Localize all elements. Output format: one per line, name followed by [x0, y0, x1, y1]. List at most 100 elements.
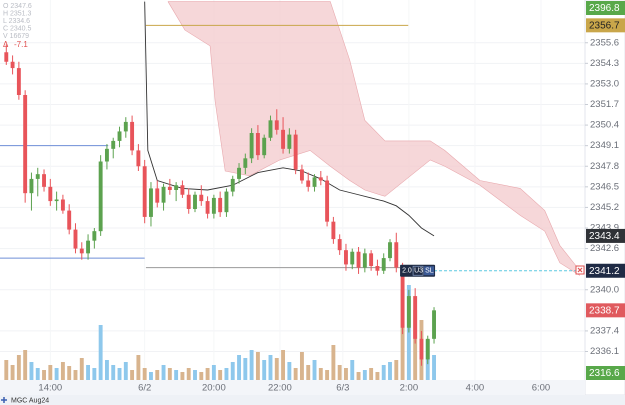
volume-bar [381, 365, 386, 380]
volume-bar [142, 368, 147, 380]
volume-bar [344, 368, 348, 380]
ma-label: 2343.4 [589, 231, 620, 242]
cloud [167, 1, 580, 276]
candle-body [4, 52, 9, 62]
volume-bar [318, 368, 323, 380]
x-tick-label: 6/2 [138, 383, 151, 394]
change-value: -7.1 [14, 40, 28, 49]
candle-body [67, 210, 72, 230]
volume-bar [149, 372, 153, 380]
candle-body [142, 166, 147, 217]
candle-body [381, 258, 386, 271]
crosshair-icon[interactable] [1, 397, 7, 403]
y-tick-label: 2347.8 [590, 161, 619, 172]
candle-body [312, 177, 317, 187]
candle-body [23, 95, 28, 194]
volume-bar [117, 368, 122, 380]
change-symbol: Δ [3, 40, 9, 49]
candle-body [306, 180, 311, 187]
candle-body [318, 177, 323, 181]
candle-body [325, 180, 330, 222]
candle-body [199, 194, 204, 202]
candle-body [388, 242, 392, 259]
volume-bar [205, 368, 210, 380]
x-tick-label: 6:00 [532, 383, 551, 394]
volume-bar [211, 365, 216, 380]
cancel-icon [577, 267, 583, 273]
candle-body [337, 239, 342, 251]
volume-bar [111, 365, 116, 380]
volume-bar [400, 290, 405, 380]
candle-body [161, 186, 166, 203]
candle-body [287, 134, 292, 149]
y-tick-label: 2349.1 [590, 140, 619, 151]
volume-bar [136, 355, 141, 380]
offscale-label: 2316.6 [589, 368, 620, 379]
candle-body [344, 250, 348, 265]
volume-bar [199, 372, 204, 380]
volume-bar [16, 355, 21, 380]
y-tick-label: 2340.0 [590, 284, 619, 295]
candle-body [299, 169, 304, 181]
symbol-label: MGC Aug24 [11, 397, 49, 404]
order-tag-box [412, 265, 424, 276]
candle-body [249, 133, 254, 159]
candle-body [98, 161, 103, 232]
candle-body [174, 185, 179, 190]
candle-body [205, 201, 210, 214]
last-price-label-bg [586, 303, 625, 318]
volume-bar [155, 370, 160, 380]
candle-body [111, 140, 116, 149]
candle-body [86, 240, 91, 254]
y-tick-label: 2336.1 [590, 346, 619, 357]
axes: 2355.6 2354.3 2353.0 2351.7 2350.4 2349.1 2347… [38, 1, 625, 394]
volume-bar [350, 360, 355, 380]
volume-bar [306, 365, 311, 380]
volume-bar [79, 358, 84, 380]
plot [0, 0, 585, 380]
candle-body [230, 178, 235, 192]
volume-bar [243, 358, 248, 380]
volume-bar [186, 368, 191, 380]
volume-bar [98, 325, 103, 380]
candle-body [79, 248, 84, 254]
volume-bar [123, 362, 128, 380]
volume-bar [413, 310, 418, 380]
volume-bar [86, 365, 91, 380]
level-label-bg [586, 263, 625, 278]
candle-body [54, 199, 59, 202]
volume-bar [54, 368, 59, 380]
offscale-label-bg [586, 1, 625, 15]
candle-body [274, 120, 279, 130]
volume-bar [218, 370, 223, 380]
legend-item: L 2334.6 [3, 18, 30, 25]
volume-bar [230, 362, 235, 380]
legend-item: C 2340.5 [3, 25, 32, 32]
volume-bar [35, 368, 40, 380]
candle-body [92, 231, 97, 241]
candle-body [10, 61, 15, 69]
volume-bar [281, 350, 286, 380]
ma-label-bg [586, 228, 625, 243]
candle-body [394, 242, 399, 268]
x-tick-label: 6/3 [336, 383, 349, 394]
time-axis [0, 380, 585, 395]
x-tick-label: 2:00 [400, 383, 419, 394]
y-tick-label: 2343.9 [590, 223, 619, 234]
volume-bar [10, 365, 15, 380]
volume-bar [104, 360, 109, 380]
candle-body [400, 267, 405, 328]
volume-bar [394, 360, 399, 380]
volume-bar [67, 366, 72, 380]
volume-bar [193, 370, 197, 380]
candle-body [406, 296, 411, 328]
candle-body [255, 133, 260, 156]
candle-body [155, 188, 160, 203]
candle-body [237, 167, 241, 179]
volume-bar [369, 368, 374, 380]
y-tick-label: 2350.4 [590, 120, 619, 131]
candle-body [218, 197, 223, 213]
y-tick-label: 2353.0 [590, 78, 619, 89]
level-label: 2341.2 [589, 266, 620, 277]
candle-body [35, 174, 40, 179]
